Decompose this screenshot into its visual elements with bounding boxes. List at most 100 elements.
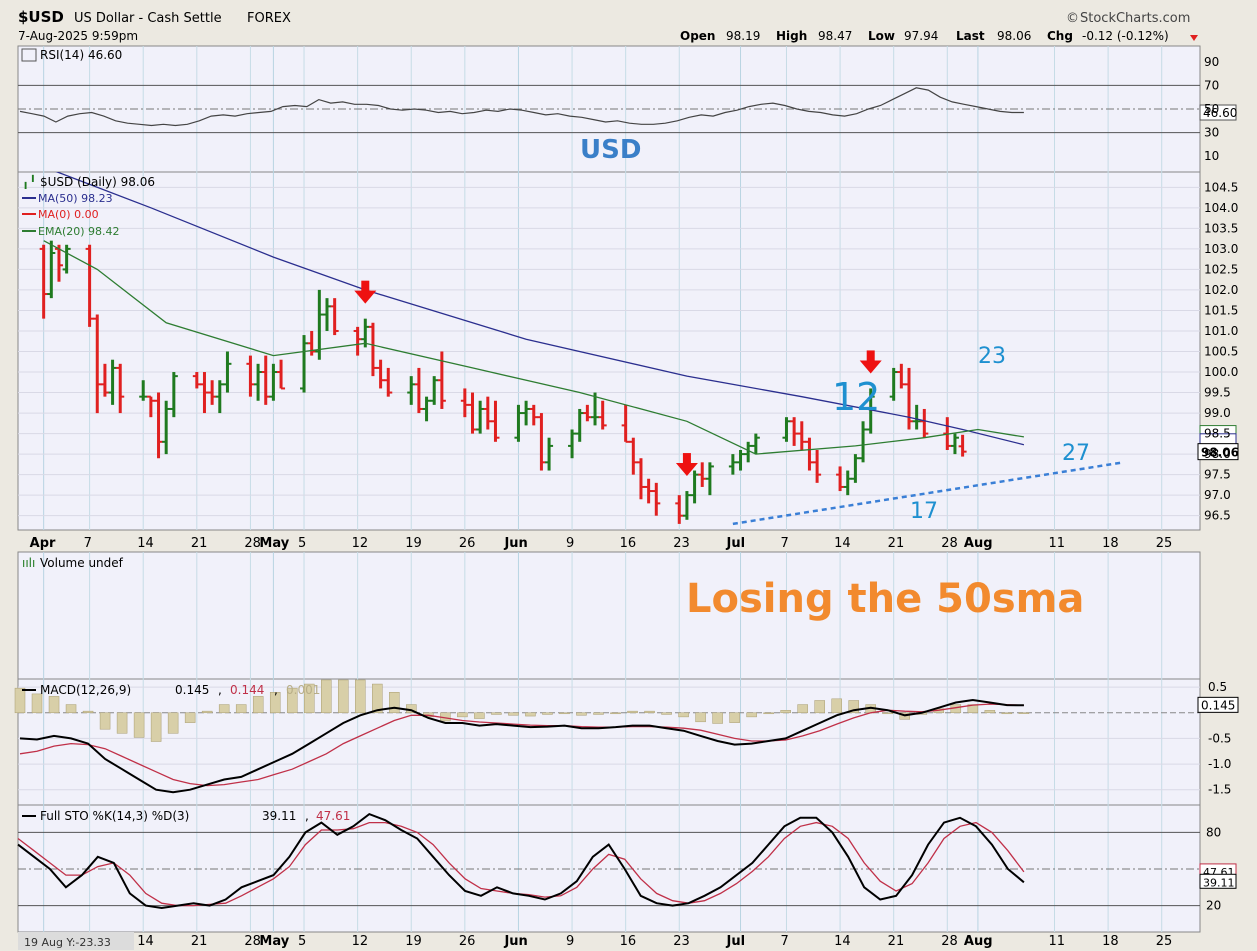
ohlc-bar	[629, 437, 638, 475]
x-tick-label: 25	[1156, 536, 1173, 551]
ohlc-bar	[751, 433, 760, 455]
arrow-head	[859, 360, 882, 374]
price-tick-label: 98.5	[1204, 427, 1231, 441]
ohlc-bar	[529, 404, 538, 426]
ohlc-bar	[813, 450, 822, 483]
support-trendline	[732, 461, 1124, 526]
sto-label-group: Full STO %K(14,3) %D(3) 39.11 , 47.61	[22, 809, 350, 823]
macd-hist-bar	[593, 712, 604, 715]
ohlc-bar	[139, 380, 148, 401]
last-price-tag-box	[1197, 443, 1239, 461]
ohlc-bar	[797, 421, 806, 451]
rsi-label-group: RSI(14) 46.60	[21, 48, 122, 62]
macd-hist-bar	[831, 698, 842, 714]
macd-hist-bar	[321, 679, 332, 714]
ohlc-bar	[690, 470, 699, 504]
ohlc-bar	[146, 395, 155, 418]
ma0-legend: MA(0) 0.00	[38, 208, 99, 221]
x-tick-label: 7	[84, 536, 92, 551]
price-tick-label: 103.0	[1204, 242, 1238, 256]
x-tick-label: May	[259, 536, 289, 551]
usd-watermark: USD	[580, 135, 641, 165]
ohlc-bar	[675, 495, 684, 524]
rsi-label: RSI(14) 46.60	[40, 48, 122, 62]
price-layer: 98.06	[39, 172, 1239, 526]
arrow-shaft	[866, 350, 875, 362]
ohlc-bar	[483, 396, 492, 430]
volume-label: Volume undef	[40, 556, 124, 570]
x-tick-label: 19	[405, 536, 422, 551]
x-tick-label-bottom: 14	[834, 934, 851, 949]
x-tick-label: Apr	[30, 536, 56, 551]
macd-tick-label: -1.5	[1208, 783, 1231, 797]
axis-labels: Apr 7 141421212828MayMay55121219192626JunJ…	[30, 55, 1239, 949]
macd-tick-label: -0.5	[1208, 731, 1231, 745]
macd-hist-bar	[559, 712, 570, 715]
x-tick-label-bottom: 16	[620, 934, 637, 949]
header: $USD US Dollar - Cash Settle FOREX © Sto…	[18, 8, 1198, 43]
grid	[18, 46, 1200, 932]
x-tick-label-bottom: 7	[780, 934, 788, 949]
ohlc-bar	[920, 408, 929, 438]
macd-hist-bar	[116, 712, 128, 734]
datetime-label: 7-Aug-2025 9:59pm	[18, 29, 138, 43]
macd-tick-label: -1.0	[1208, 757, 1231, 771]
ohlc-bar	[805, 437, 814, 471]
ohlc-bar	[644, 478, 653, 504]
tagline: Losing the 50sma	[686, 576, 1084, 622]
macd-signal-value: 0.144	[230, 683, 264, 697]
macd-hist-bar	[848, 700, 859, 714]
ohlc-bar	[246, 355, 255, 397]
ohlc-bar	[950, 433, 959, 455]
macd-hist-bar	[746, 712, 757, 718]
x-tick-label-bottom: 11	[1049, 934, 1066, 949]
price-tick-label: 100.5	[1204, 345, 1238, 359]
macd-hist-value: 0.001	[286, 683, 320, 697]
price-tick-label: 102.5	[1204, 262, 1238, 276]
price-tick-label: 98.0	[1204, 447, 1231, 461]
ohlc-bar	[200, 372, 209, 414]
macd-hist-bar	[99, 712, 111, 730]
comma-separator: ,	[274, 683, 278, 697]
panel-toggle-icon[interactable]	[21, 48, 37, 62]
ohlc-bar	[636, 458, 645, 500]
rsi-tag-box	[1199, 104, 1237, 121]
ohlc-bar	[468, 392, 477, 434]
arrow-head	[675, 463, 698, 477]
ohlc-bar	[407, 376, 416, 405]
macd-tag: 0.145	[1201, 698, 1235, 712]
x-tick-label-bottom: May	[259, 934, 289, 949]
ohlc-bar	[476, 400, 485, 434]
sto-k-value: 39.11	[262, 809, 296, 823]
x-tick-label: 26	[459, 536, 476, 551]
ohlc-bar	[422, 396, 431, 422]
price-tick-label: 101.0	[1204, 324, 1238, 338]
ohlc-bar	[866, 388, 875, 434]
macd-hist-bar	[167, 712, 179, 734]
macd-label-group: MACD(12,26,9) 0.145 , 0.144 , 0.001	[22, 683, 320, 697]
ohlc-bar	[414, 367, 423, 414]
ohlc-bar	[93, 314, 102, 414]
ohlc-bar	[545, 437, 554, 471]
price-tags: 98.06	[1197, 425, 1239, 461]
x-tick-label-bottom: 9	[566, 934, 574, 949]
ohlc-bar	[836, 466, 845, 492]
macd-panel	[17, 678, 1201, 806]
ohlc-bar	[958, 434, 967, 457]
ohlc-bar	[514, 404, 523, 442]
macd-hist-bar	[576, 712, 587, 716]
macd-hist-bar	[372, 683, 383, 714]
comma-separator: ,	[218, 683, 222, 697]
x-tick-label-bottom: 19	[405, 934, 422, 949]
macd-hist-bar	[218, 704, 230, 714]
macd-hist-bar	[984, 710, 996, 714]
ohlc-bar	[353, 326, 362, 356]
macd-hist-bar	[338, 679, 349, 714]
arrow-shaft	[682, 453, 691, 465]
macd-hist-bar	[82, 710, 94, 714]
macd-hist-bar	[201, 710, 213, 714]
macd-hist-bar	[797, 704, 808, 714]
annotation-17: 17	[910, 499, 938, 524]
copyright-symbol: ©	[1066, 11, 1079, 26]
x-tick-label-bottom: 14	[137, 934, 154, 949]
